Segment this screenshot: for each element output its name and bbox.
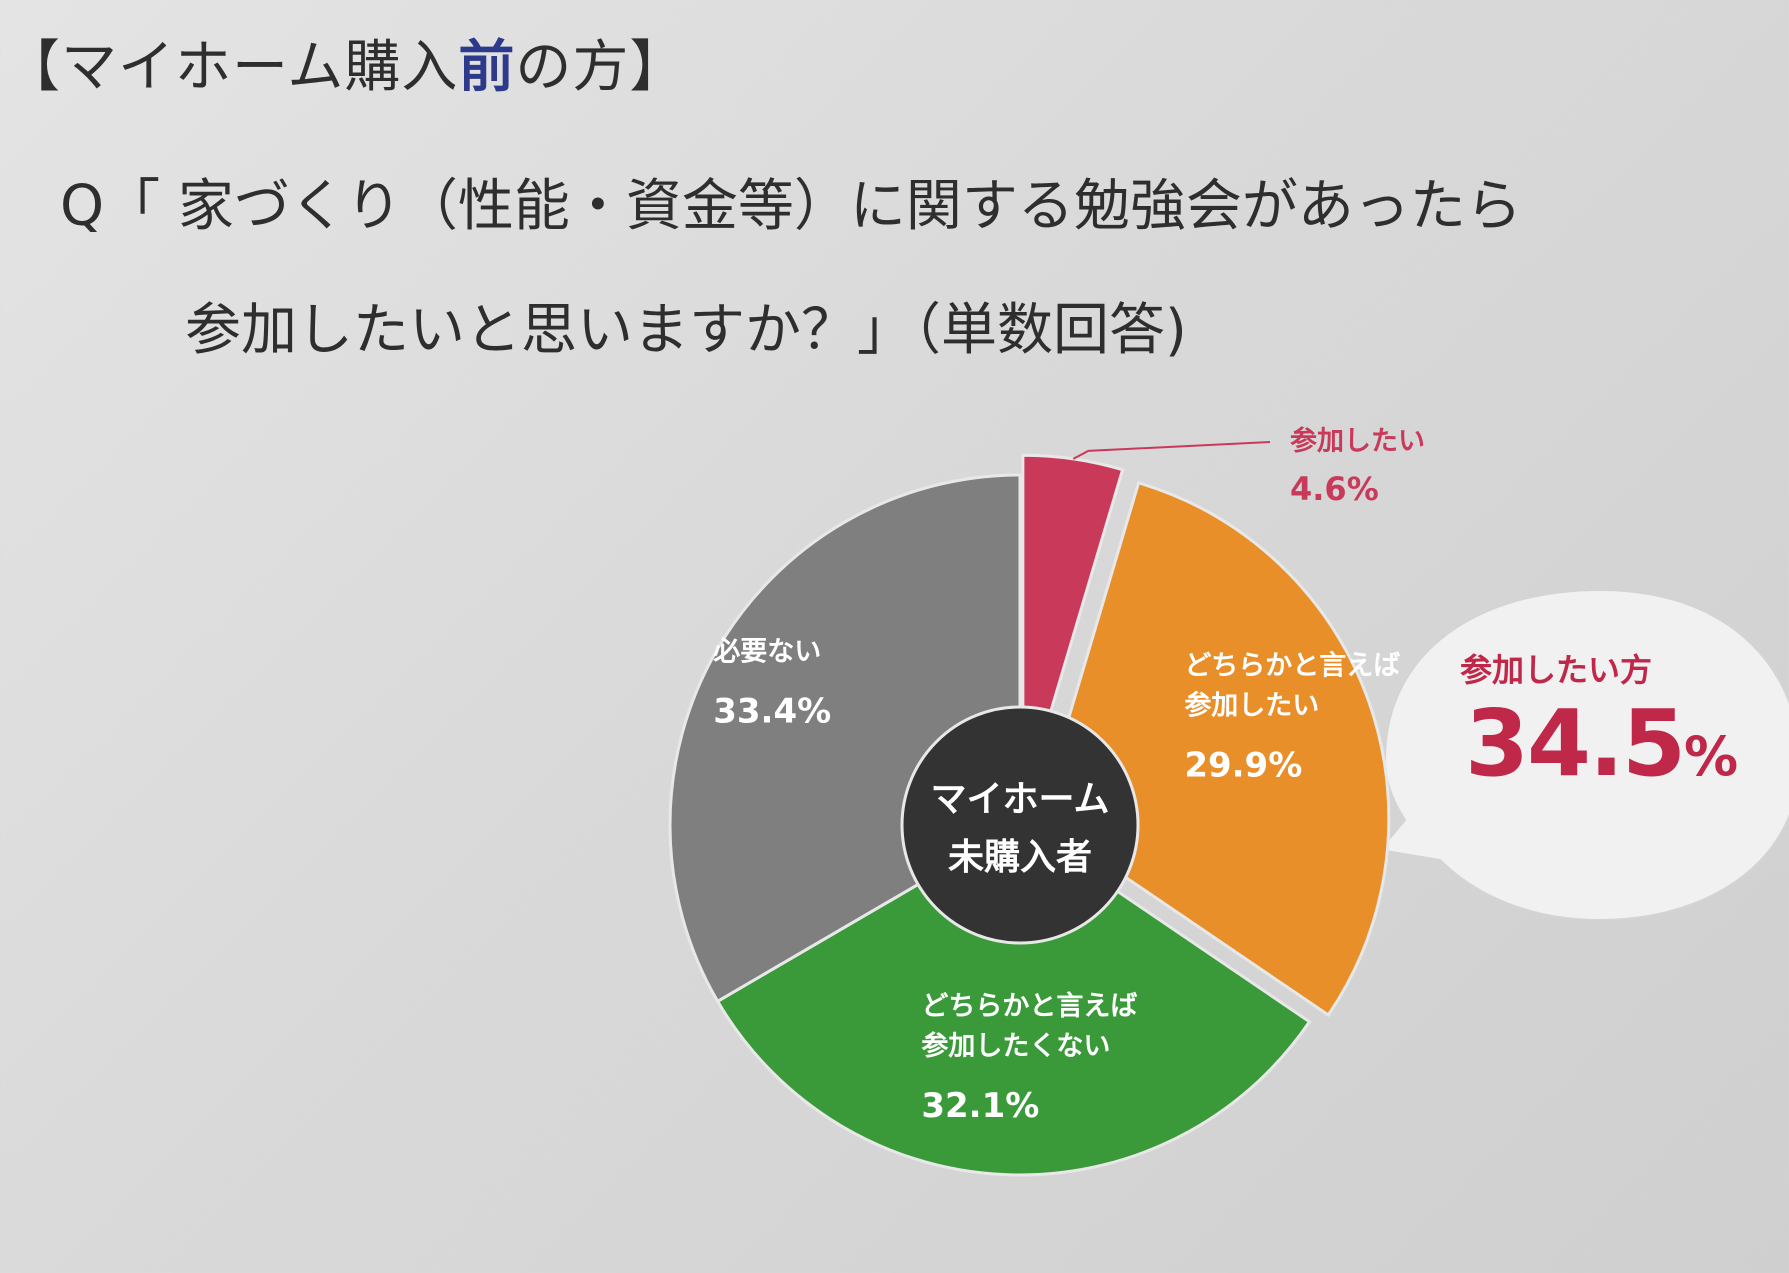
slice-value-label-0: 4.6% (1290, 470, 1379, 508)
callout-value: 34.5% (1465, 690, 1738, 797)
center-label-line: 未購入者 (948, 837, 1092, 878)
survey-question: Q「 家づくり（性能・資金等）に関する勉強会があったら 参加したいと思いますか？… (60, 145, 1522, 393)
pie-slice-2 (715, 823, 1312, 1177)
slice-value-label-2: 32.1% (921, 1086, 1039, 1126)
slice-label-0: 参加したい (1290, 425, 1425, 457)
slice-value-label-3: 33.4% (713, 691, 831, 731)
question-line-1: Q「 家づくり（性能・資金等）に関する勉強会があったら (60, 174, 1522, 239)
slice-value-label-1: 29.9% (1184, 745, 1302, 785)
heading-prefix: 【マイホーム購入 (4, 35, 459, 100)
question-line-2: 参加したいと思いますか？」（単数回答) (185, 298, 1187, 363)
heading-suffix: の方】 (515, 35, 687, 100)
page-heading: 【マイホーム購入前の方】 (4, 22, 686, 103)
callout-bubble (1378, 588, 1789, 922)
center-label-line: マイホーム (931, 779, 1110, 820)
slice-label-2: 参加したくない (921, 1030, 1110, 1062)
slice-label-2: どちらかと言えば (921, 991, 1137, 1022)
donut-center (900, 705, 1140, 945)
slice-label-1: 参加したい (1184, 689, 1319, 721)
pie-slice-1 (1037, 480, 1391, 1018)
slice-label-3: 必要ない (713, 636, 821, 667)
callout-number: 34.5 (1465, 690, 1686, 797)
callout-unit: % (1684, 725, 1739, 788)
callout-title: 参加したい方 (1460, 651, 1653, 689)
slice-label-1: どちらかと言えば (1184, 650, 1400, 681)
heading-accent: 前 (458, 35, 516, 100)
leader-line-0 (1072, 441, 1271, 460)
